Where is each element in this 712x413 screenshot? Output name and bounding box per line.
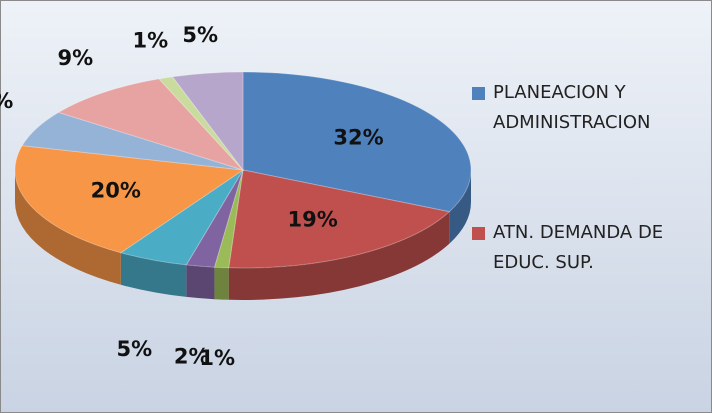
legend-swatch bbox=[472, 87, 485, 100]
data-label: 5% bbox=[182, 23, 218, 47]
data-label: 1% bbox=[132, 28, 168, 52]
slice bbox=[57, 78, 245, 172]
data-label: 19% bbox=[288, 208, 338, 232]
slice bbox=[242, 71, 472, 213]
legend-item: PLANEACION Y ADMINISTRACION bbox=[472, 78, 707, 138]
slice bbox=[14, 145, 245, 254]
legend: PLANEACION Y ADMINISTRACION ATN. DEMANDA … bbox=[472, 78, 707, 358]
legend-item: ATN. DEMANDA DE EDUC. SUP. bbox=[472, 218, 707, 278]
slice-side bbox=[449, 170, 471, 244]
slice bbox=[171, 71, 244, 172]
slice-side bbox=[15, 170, 121, 285]
slice-side bbox=[214, 267, 229, 300]
slice bbox=[119, 169, 244, 266]
data-label: 20% bbox=[91, 179, 141, 203]
legend-swatch bbox=[472, 227, 485, 240]
slice bbox=[213, 169, 244, 269]
slice bbox=[228, 169, 451, 269]
slice bbox=[158, 76, 244, 171]
slice-side bbox=[186, 264, 215, 300]
data-label: 5% bbox=[117, 337, 153, 361]
slice bbox=[185, 169, 244, 268]
slice-side bbox=[120, 252, 187, 297]
data-label: 9% bbox=[57, 46, 93, 70]
slice bbox=[21, 111, 244, 171]
data-label: 32% bbox=[333, 125, 383, 149]
data-label: 6% bbox=[0, 89, 13, 113]
legend-label: ATN. DEMANDA DE EDUC. SUP. bbox=[493, 222, 664, 273]
legend-label: PLANEACION Y ADMINISTRACION bbox=[493, 82, 651, 133]
data-label: 2% bbox=[174, 345, 210, 369]
data-label: 1% bbox=[199, 346, 235, 370]
slice-side bbox=[228, 211, 450, 300]
